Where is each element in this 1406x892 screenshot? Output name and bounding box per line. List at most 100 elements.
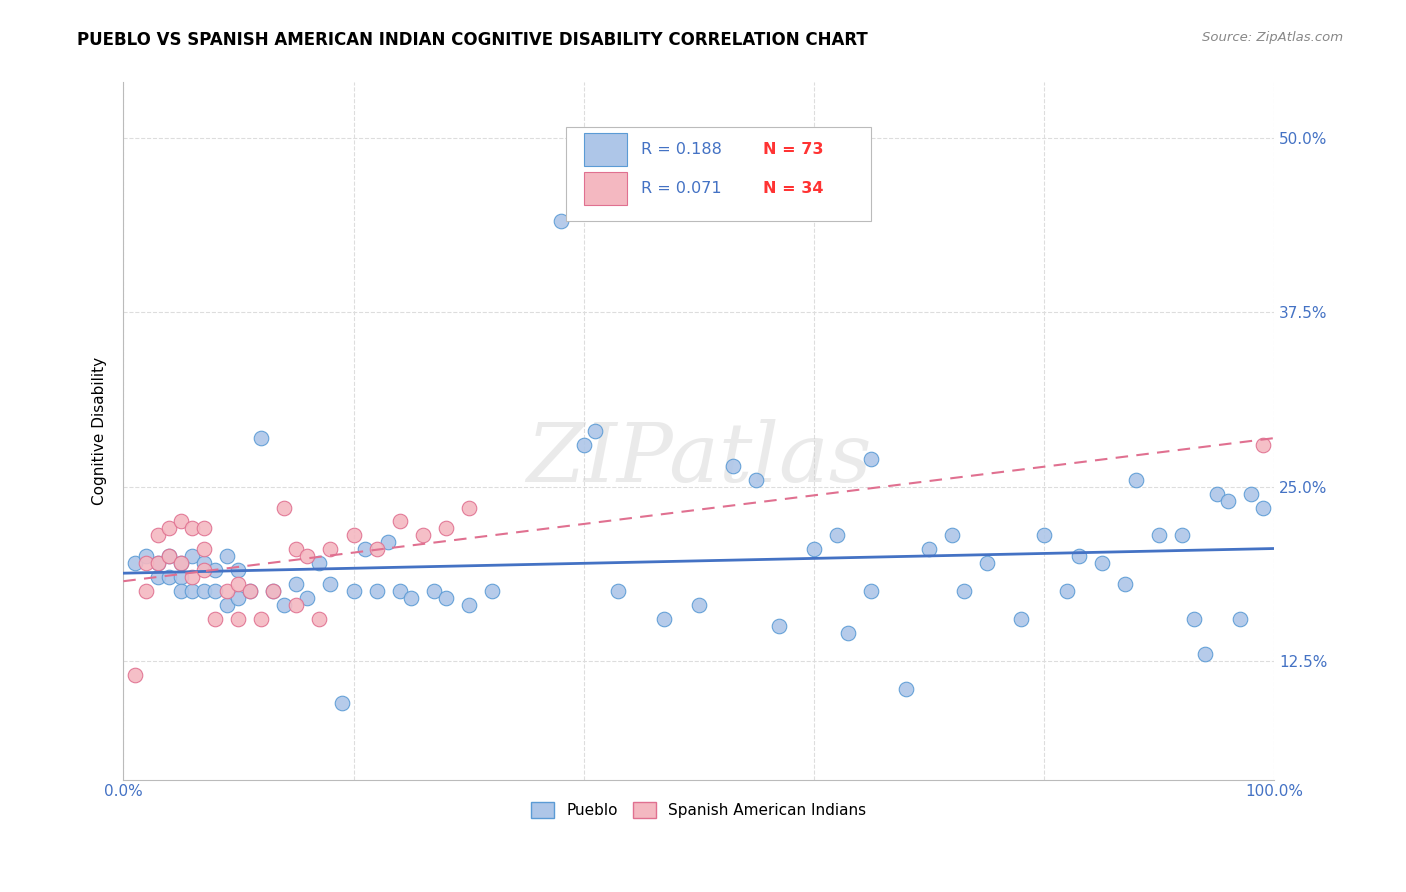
Point — [262, 584, 284, 599]
Point — [1218, 493, 1240, 508]
Point — [181, 570, 204, 584]
Point — [146, 528, 169, 542]
Point — [284, 598, 307, 612]
Point — [124, 668, 146, 682]
Point — [412, 528, 434, 542]
Text: Source: ZipAtlas.com: Source: ZipAtlas.com — [1202, 31, 1343, 45]
Point — [354, 542, 377, 557]
Point — [607, 584, 630, 599]
Point — [457, 500, 479, 515]
Point — [170, 584, 193, 599]
Point — [135, 549, 157, 564]
Point — [193, 557, 215, 571]
Point — [215, 598, 238, 612]
Point — [952, 584, 974, 599]
Point — [239, 584, 262, 599]
Point — [1240, 486, 1263, 500]
Point — [1149, 528, 1171, 542]
Point — [181, 584, 204, 599]
Point — [652, 612, 675, 626]
Text: N = 73: N = 73 — [763, 142, 824, 157]
Point — [434, 591, 457, 606]
Point — [1251, 438, 1274, 452]
Point — [297, 549, 319, 564]
Point — [918, 542, 941, 557]
Point — [342, 584, 364, 599]
Point — [860, 584, 883, 599]
Point — [157, 570, 180, 584]
Text: PUEBLO VS SPANISH AMERICAN INDIAN COGNITIVE DISABILITY CORRELATION CHART: PUEBLO VS SPANISH AMERICAN INDIAN COGNIT… — [77, 31, 868, 49]
Point — [894, 681, 917, 696]
Point — [273, 500, 295, 515]
Point — [366, 584, 388, 599]
Point — [228, 563, 250, 577]
Point — [803, 542, 825, 557]
Point — [193, 584, 215, 599]
Legend: Pueblo, Spanish American Indians: Pueblo, Spanish American Indians — [524, 796, 873, 824]
Point — [170, 570, 193, 584]
FancyBboxPatch shape — [567, 128, 872, 221]
Point — [423, 584, 446, 599]
Text: N = 34: N = 34 — [763, 181, 824, 196]
Point — [250, 431, 273, 445]
Point — [284, 577, 307, 591]
Point — [146, 557, 169, 571]
Point — [1125, 473, 1147, 487]
Point — [1091, 557, 1114, 571]
Point — [170, 515, 193, 529]
Point — [1056, 584, 1078, 599]
Point — [146, 570, 169, 584]
Point — [284, 542, 307, 557]
Point — [976, 557, 998, 571]
Point — [193, 563, 215, 577]
Point — [723, 458, 745, 473]
Point — [319, 542, 342, 557]
Point — [1182, 612, 1205, 626]
Point — [688, 598, 710, 612]
Point — [1010, 612, 1032, 626]
Point — [550, 214, 572, 228]
Point — [170, 557, 193, 571]
Point — [330, 696, 353, 710]
Point — [377, 535, 399, 549]
Point — [181, 549, 204, 564]
Point — [308, 557, 330, 571]
Point — [204, 584, 226, 599]
Point — [204, 563, 226, 577]
Point — [388, 515, 411, 529]
Point — [572, 438, 595, 452]
Point — [124, 557, 146, 571]
Point — [1251, 500, 1274, 515]
Text: R = 0.071: R = 0.071 — [641, 181, 721, 196]
Point — [860, 451, 883, 466]
Point — [481, 584, 503, 599]
Point — [215, 584, 238, 599]
Point — [228, 591, 250, 606]
Point — [342, 528, 364, 542]
Point — [1194, 647, 1216, 661]
Point — [157, 549, 180, 564]
Bar — [583, 172, 627, 205]
Point — [146, 557, 169, 571]
Point — [319, 577, 342, 591]
Point — [825, 528, 848, 542]
Point — [135, 584, 157, 599]
Point — [388, 584, 411, 599]
Bar — [583, 133, 627, 166]
Point — [181, 521, 204, 535]
Point — [170, 557, 193, 571]
Point — [837, 626, 859, 640]
Point — [250, 612, 273, 626]
Point — [1171, 528, 1194, 542]
Y-axis label: Cognitive Disability: Cognitive Disability — [93, 357, 107, 505]
Point — [239, 584, 262, 599]
Point — [157, 521, 180, 535]
Point — [457, 598, 479, 612]
Text: ZIPatlas: ZIPatlas — [526, 418, 872, 499]
Point — [583, 424, 606, 438]
Point — [228, 577, 250, 591]
Point — [204, 612, 226, 626]
Point — [273, 598, 295, 612]
Point — [297, 591, 319, 606]
Point — [745, 473, 768, 487]
